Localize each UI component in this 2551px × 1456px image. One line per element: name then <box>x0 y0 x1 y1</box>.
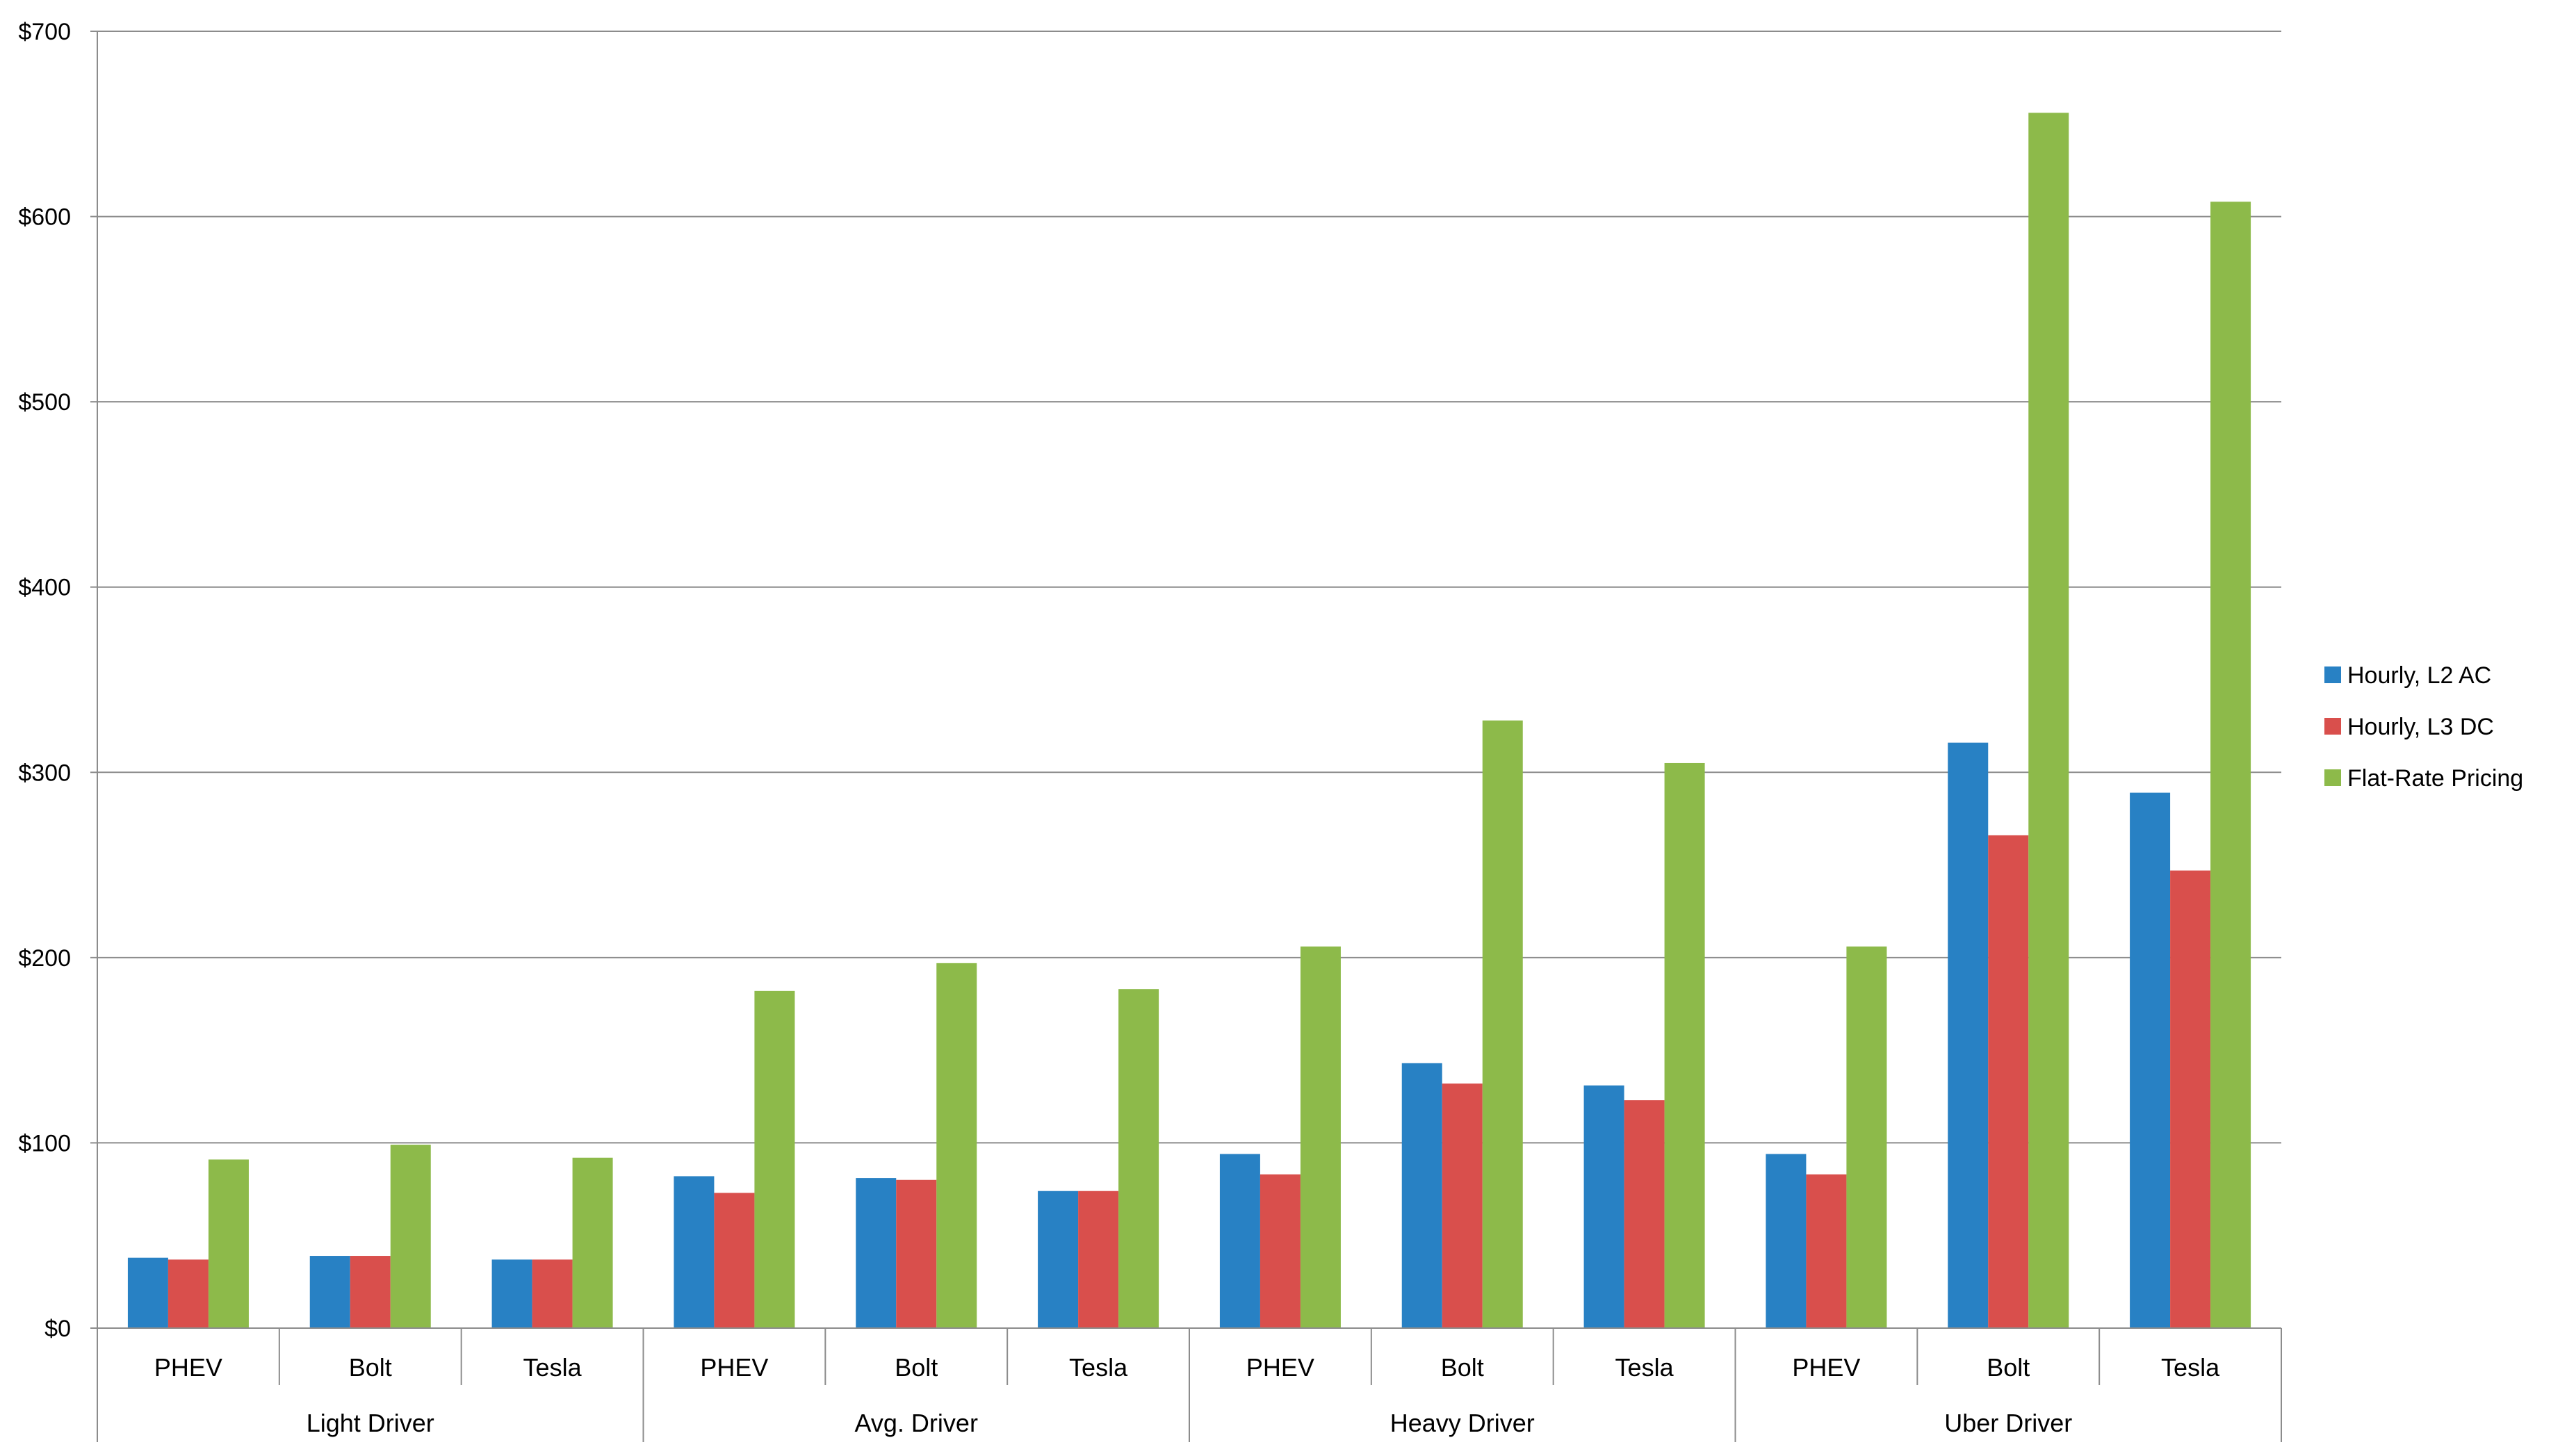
y-tick-label: $700 <box>18 19 71 45</box>
group-label: Avg. Driver <box>855 1409 978 1437</box>
bar <box>674 1176 715 1328</box>
bar <box>856 1178 897 1328</box>
legend-swatch <box>2324 718 2341 735</box>
category-label: Tesla <box>523 1353 582 1382</box>
bar <box>491 1259 532 1328</box>
category-label: PHEV <box>1792 1353 1860 1382</box>
bar <box>127 1257 168 1328</box>
y-axis: $0 $100 $200 $300 $400 $500 $600 $700 <box>18 19 98 1442</box>
legend-label: Hourly, L3 DC <box>2347 714 2494 740</box>
group-label: Light Driver <box>307 1409 434 1437</box>
gridlines <box>97 31 2281 1329</box>
bar <box>2170 870 2211 1328</box>
bar <box>1846 946 1887 1328</box>
bar <box>1988 835 2029 1328</box>
bar <box>390 1145 431 1328</box>
bar <box>1118 989 1159 1328</box>
y-tick-label: $200 <box>18 945 71 972</box>
bar <box>1766 1154 1807 1328</box>
bar <box>754 990 795 1328</box>
bar <box>532 1259 573 1328</box>
group-label: Heavy Driver <box>1390 1409 1535 1437</box>
bar <box>2130 792 2171 1328</box>
bar <box>1219 1154 1260 1328</box>
bar <box>1038 1191 1079 1328</box>
category-label: Bolt <box>349 1353 392 1382</box>
bar <box>1624 1100 1665 1328</box>
bar <box>1806 1174 1847 1328</box>
bar <box>572 1157 613 1328</box>
y-tick-label: $0 <box>44 1316 71 1342</box>
bars <box>127 113 2251 1329</box>
bar <box>1482 720 1523 1328</box>
bar <box>208 1159 249 1328</box>
legend-swatch <box>2324 769 2341 786</box>
y-tick-label: $500 <box>18 389 71 416</box>
bar <box>1260 1174 1301 1328</box>
x-axis: PHEV Bolt Tesla PHEV Bolt Tesla PHEV Bolt Tesla P… <box>97 1327 2282 1442</box>
bar <box>896 1179 937 1328</box>
y-tick-label: $100 <box>18 1130 71 1156</box>
bar <box>350 1256 391 1328</box>
bar <box>2210 202 2251 1328</box>
bar <box>714 1193 755 1328</box>
legend-label: Flat-Rate Pricing <box>2347 765 2523 792</box>
bar <box>1300 946 1341 1328</box>
legend-swatch <box>2324 666 2341 683</box>
category-label: Tesla <box>1069 1353 1128 1382</box>
category-label: PHEV <box>1246 1353 1314 1382</box>
bar <box>1583 1085 1624 1328</box>
category-label: Bolt <box>1987 1353 2030 1382</box>
category-label: PHEV <box>700 1353 768 1382</box>
bar <box>1401 1063 1442 1328</box>
category-label: Bolt <box>895 1353 938 1382</box>
bar <box>1664 762 1705 1328</box>
bar <box>2028 113 2069 1329</box>
bar <box>1078 1191 1119 1328</box>
bar <box>1948 742 1989 1328</box>
y-tick-label: $400 <box>18 575 71 601</box>
category-label: Bolt <box>1441 1353 1484 1382</box>
bar <box>309 1256 350 1328</box>
legend: Hourly, L2 AC Hourly, L3 DC Flat-Rate Pric… <box>2324 662 2523 792</box>
legend-label: Hourly, L2 AC <box>2347 662 2491 689</box>
bar <box>168 1259 209 1328</box>
category-label: Tesla <box>2161 1353 2220 1382</box>
bar <box>936 963 977 1328</box>
bar <box>1442 1083 1483 1328</box>
y-tick-label: $600 <box>18 204 71 231</box>
y-tick-label: $300 <box>18 760 71 786</box>
category-label: Tesla <box>1615 1353 1674 1382</box>
category-label: PHEV <box>154 1353 222 1382</box>
group-label: Uber Driver <box>1944 1409 2072 1437</box>
